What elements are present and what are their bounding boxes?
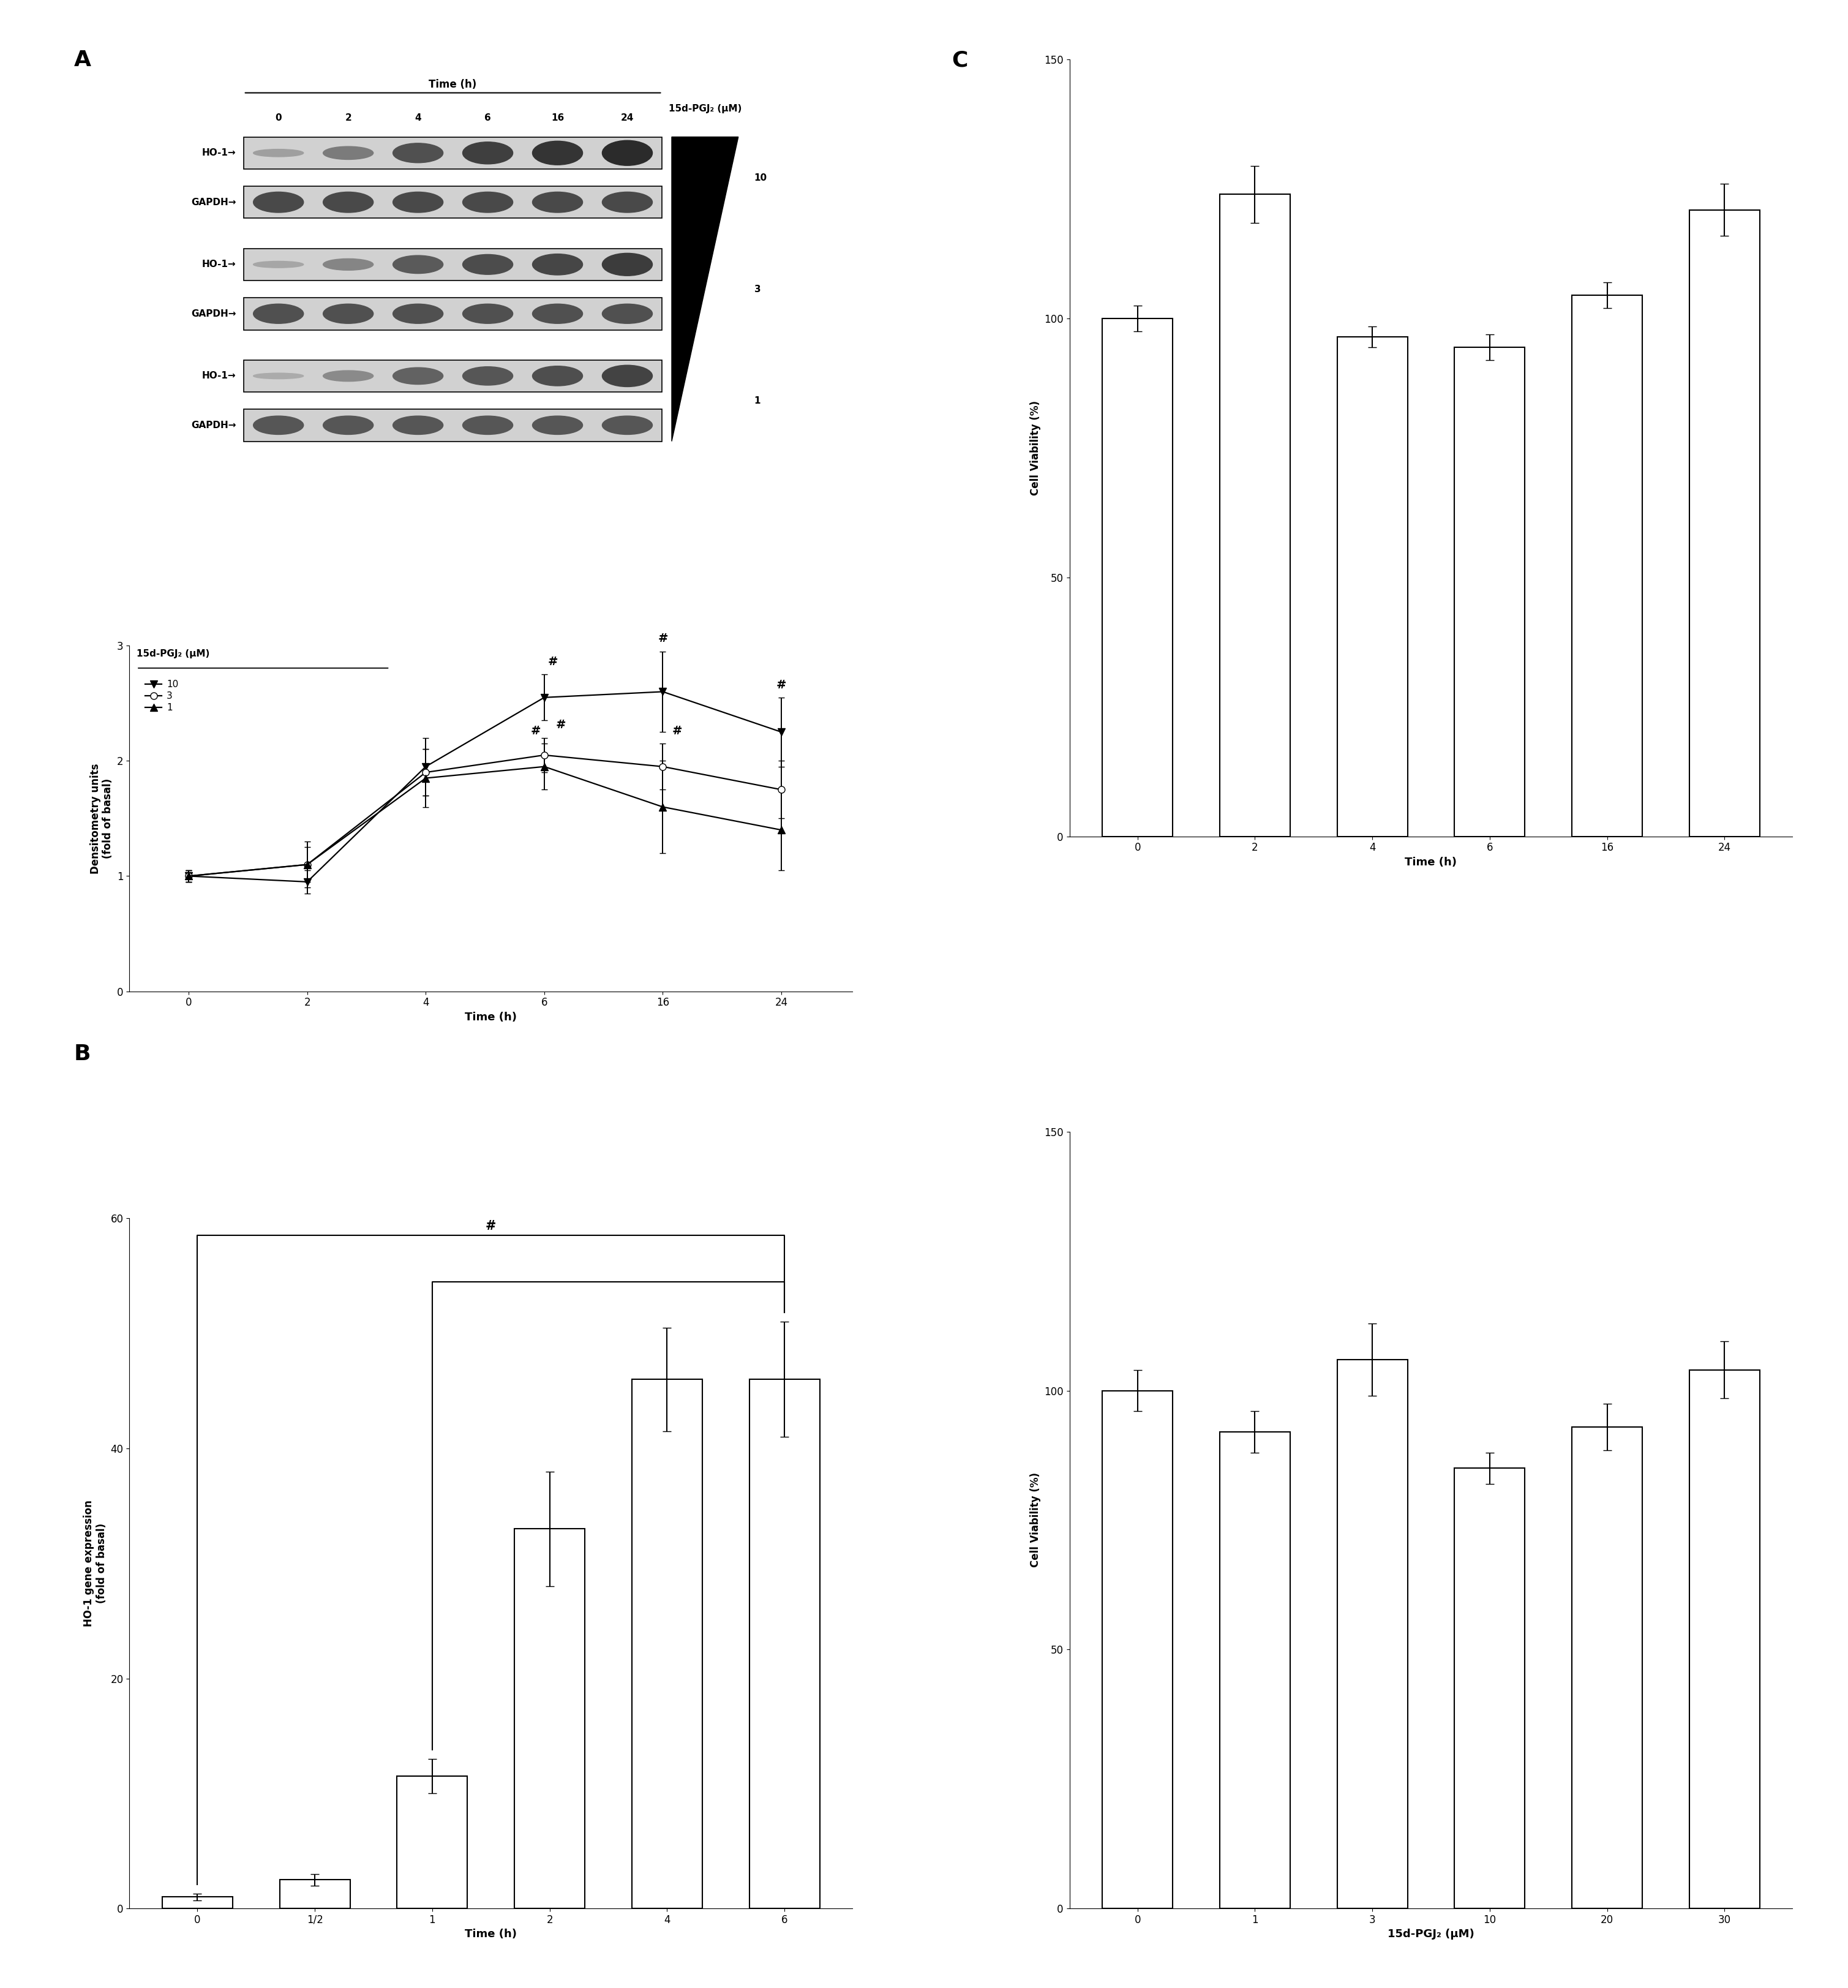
Ellipse shape — [532, 415, 582, 435]
X-axis label: Time (h): Time (h) — [466, 1928, 517, 1940]
Text: A: A — [74, 50, 91, 70]
Text: #: # — [547, 656, 558, 668]
Text: 3: 3 — [754, 284, 761, 294]
Ellipse shape — [323, 147, 373, 159]
Text: 15d-PGJ₂ (μM): 15d-PGJ₂ (μM) — [669, 105, 741, 113]
Ellipse shape — [253, 304, 303, 324]
Ellipse shape — [602, 141, 652, 165]
Ellipse shape — [394, 193, 444, 213]
Ellipse shape — [323, 304, 373, 324]
Text: #: # — [776, 680, 787, 690]
Ellipse shape — [602, 304, 652, 324]
Text: #: # — [530, 726, 541, 738]
Ellipse shape — [394, 254, 444, 274]
Bar — [1689, 211, 1759, 837]
Bar — [1454, 348, 1525, 837]
Polygon shape — [671, 137, 739, 441]
Ellipse shape — [253, 415, 303, 435]
Bar — [1220, 195, 1290, 837]
Text: 4: 4 — [414, 113, 421, 123]
Bar — [1101, 1390, 1173, 1908]
Y-axis label: Cell Viability (%): Cell Viability (%) — [1029, 1473, 1040, 1567]
Text: 16: 16 — [551, 113, 564, 123]
Text: #: # — [556, 720, 565, 732]
Bar — [244, 137, 662, 169]
Ellipse shape — [323, 258, 373, 270]
Ellipse shape — [253, 260, 303, 268]
Ellipse shape — [323, 370, 373, 382]
X-axis label: Time (h): Time (h) — [1404, 857, 1456, 869]
Bar — [244, 187, 662, 219]
Ellipse shape — [532, 141, 582, 165]
Text: C: C — [952, 50, 968, 70]
Ellipse shape — [602, 366, 652, 388]
Bar — [1338, 336, 1408, 837]
Ellipse shape — [462, 141, 514, 165]
Ellipse shape — [532, 304, 582, 324]
Bar — [748, 1380, 821, 1908]
Bar — [1101, 318, 1173, 837]
Bar — [632, 1380, 702, 1908]
Ellipse shape — [394, 304, 444, 324]
Ellipse shape — [253, 193, 303, 213]
Ellipse shape — [323, 193, 373, 213]
Ellipse shape — [394, 415, 444, 435]
Text: GAPDH→: GAPDH→ — [190, 310, 237, 318]
Text: HO-1→: HO-1→ — [201, 149, 237, 157]
Text: GAPDH→: GAPDH→ — [190, 197, 237, 207]
Ellipse shape — [462, 193, 514, 213]
Text: 1: 1 — [754, 396, 761, 406]
Text: 0: 0 — [275, 113, 281, 123]
Bar — [1338, 1360, 1408, 1908]
Legend: 10, 3, 1: 10, 3, 1 — [140, 676, 183, 716]
Text: GAPDH→: GAPDH→ — [190, 421, 237, 429]
Bar — [514, 1529, 584, 1908]
Ellipse shape — [323, 415, 373, 435]
Bar — [244, 298, 662, 330]
Bar — [279, 1881, 349, 1908]
Ellipse shape — [253, 374, 303, 380]
Ellipse shape — [602, 252, 652, 276]
Bar — [1573, 1427, 1643, 1908]
Text: Time (h): Time (h) — [429, 80, 477, 89]
Bar — [163, 1897, 233, 1908]
X-axis label: 15d-PGJ₂ (μM): 15d-PGJ₂ (μM) — [1388, 1928, 1475, 1940]
Bar — [244, 360, 662, 392]
Ellipse shape — [602, 415, 652, 435]
Bar — [397, 1775, 468, 1908]
Y-axis label: Densitometry units
(fold of basal): Densitometry units (fold of basal) — [91, 763, 113, 875]
Text: 2: 2 — [346, 113, 351, 123]
X-axis label: Time (h): Time (h) — [466, 1012, 517, 1022]
Ellipse shape — [532, 193, 582, 213]
Ellipse shape — [394, 368, 444, 384]
Ellipse shape — [462, 254, 514, 274]
Text: HO-1→: HO-1→ — [201, 372, 237, 380]
Bar — [244, 410, 662, 441]
Ellipse shape — [602, 193, 652, 213]
Y-axis label: Cell Viability (%): Cell Viability (%) — [1029, 402, 1040, 495]
Text: 6: 6 — [484, 113, 492, 123]
Text: 10: 10 — [754, 173, 767, 183]
Text: HO-1→: HO-1→ — [201, 260, 237, 268]
Text: #: # — [658, 632, 667, 644]
Text: #: # — [486, 1221, 497, 1233]
Bar — [1454, 1469, 1525, 1908]
Bar — [1689, 1370, 1759, 1908]
Bar — [244, 248, 662, 280]
Ellipse shape — [394, 143, 444, 163]
Text: B: B — [74, 1044, 91, 1064]
Bar — [1573, 296, 1643, 837]
Y-axis label: HO-1 gene expression
(fold of basal): HO-1 gene expression (fold of basal) — [83, 1501, 107, 1626]
Ellipse shape — [462, 366, 514, 386]
Ellipse shape — [532, 366, 582, 386]
Bar — [1220, 1431, 1290, 1908]
Text: #: # — [673, 726, 682, 738]
Ellipse shape — [462, 415, 514, 435]
Text: 15d-PGJ₂ (μM): 15d-PGJ₂ (μM) — [137, 648, 209, 658]
Text: 24: 24 — [621, 113, 634, 123]
Ellipse shape — [532, 254, 582, 274]
Ellipse shape — [462, 304, 514, 324]
Ellipse shape — [253, 149, 303, 157]
